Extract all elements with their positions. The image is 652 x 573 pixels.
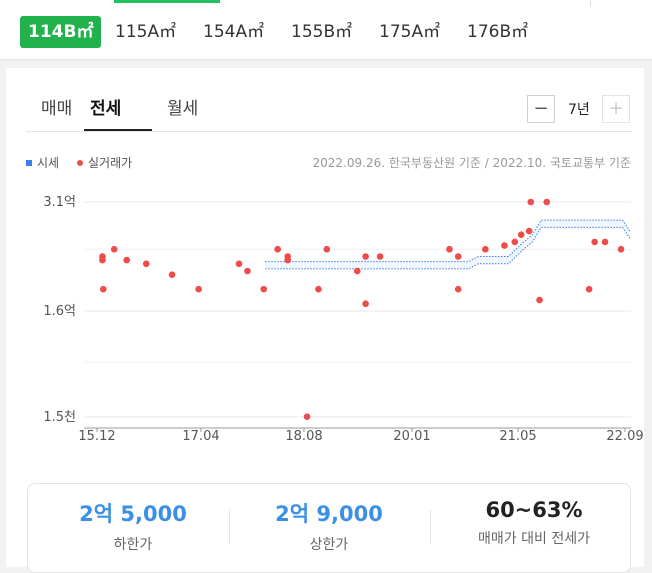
y-tick-label: 3.1억 [43, 195, 76, 210]
trade-point [591, 238, 598, 246]
trade-point [446, 245, 453, 253]
tab-sale[interactable]: 매매 [41, 99, 73, 119]
trade-point [454, 253, 462, 260]
summary-upper-value: 2억 9,000 [275, 502, 383, 526]
trade-point [454, 285, 462, 293]
minus-icon: − [533, 98, 549, 119]
summary-divider [430, 510, 431, 544]
market-price-band [265, 220, 630, 269]
top-separator [590, 0, 591, 6]
legend-market-price-label: 시세 [37, 156, 60, 170]
trade-point [482, 245, 489, 253]
area-tab-114b[interactable]: 114B㎡ [20, 16, 102, 48]
trade-point [601, 238, 609, 246]
area-tab-154a[interactable]: 154A㎡ [203, 22, 265, 42]
trade-point [617, 245, 625, 253]
trade-point [323, 245, 331, 253]
tab-monthly-rent[interactable]: 월세 [167, 99, 199, 119]
trade-point [260, 285, 268, 293]
period-label: 7년 [568, 102, 590, 118]
trade-point [244, 267, 251, 275]
trade-point [303, 413, 311, 420]
source-note: 2022.09.26. 한국부동산원 기준 / 2022.10. 국토교통부 기… [312, 156, 632, 170]
summary-lower: 2억 5,000 하한가 [58, 498, 208, 554]
area-tab-155b[interactable]: 155B㎡ [291, 22, 353, 42]
trade-point [315, 285, 322, 293]
trade-point [110, 245, 118, 253]
area-tab-175a[interactable]: 175A㎡ [379, 22, 441, 42]
area-tab-176b[interactable]: 176B㎡ [467, 22, 529, 42]
summary-divider [229, 510, 230, 544]
area-tab-bar: 114B㎡ 115A㎡ 154A㎡ 155B㎡ 175A㎡ 176B㎡ [0, 0, 652, 60]
x-tick-label: 17.04 [182, 429, 219, 444]
trade-point [501, 242, 508, 249]
x-tick-label: 15.12 [78, 429, 115, 444]
dot-icon [77, 159, 83, 166]
summary-upper-label: 상한가 [309, 537, 349, 553]
legend-actual-trade: 실거래가 [77, 154, 132, 171]
trade-point [274, 245, 281, 253]
tab-jeonse[interactable]: 전세 [90, 99, 122, 119]
market-price-lower-line [265, 226, 631, 270]
summary-ratio-label: 매매가 대비 전세가 [478, 531, 590, 547]
area-tab-115a[interactable]: 115A㎡ [115, 22, 177, 42]
price-summary: 2억 5,000 하한가 2억 9,000 상한가 60~63% 매매가 대비 … [27, 483, 631, 573]
x-tick-label: 22.09 [606, 429, 643, 444]
summary-ratio-value: 60~63% [485, 498, 583, 522]
trade-point [284, 256, 292, 264]
period-decrease-button[interactable]: − [527, 95, 555, 123]
summary-lower-value: 2억 5,000 [79, 502, 187, 526]
trade-point [525, 227, 533, 235]
active-tab-underline [84, 129, 152, 131]
period-increase-button[interactable]: + [602, 95, 630, 123]
trade-point [123, 256, 131, 264]
legend-market-price: 시세 [26, 154, 59, 171]
legend-actual-trade-label: 실거래가 [88, 156, 133, 170]
x-tick-label: 21.05 [499, 429, 536, 444]
x-tick-label: 18.08 [285, 429, 322, 444]
trade-point [585, 285, 593, 293]
trade-point [376, 253, 384, 260]
trade-point [353, 267, 361, 275]
trade-point [99, 253, 106, 260]
trade-point [99, 285, 107, 293]
summary-upper: 2억 9,000 상한가 [254, 498, 404, 554]
summary-lower-label: 하한가 [113, 537, 153, 553]
y-tick-label: 1.5천 [43, 410, 76, 425]
trade-point [168, 271, 176, 278]
tab-divider [26, 131, 632, 132]
trade-point [511, 238, 519, 246]
trade-point [195, 285, 202, 293]
trade-point [362, 253, 369, 260]
market-price-upper-line [265, 219, 631, 263]
square-icon [26, 159, 32, 166]
trade-point [527, 198, 535, 206]
x-tick-label: 20.01 [393, 429, 430, 444]
summary-ratio: 60~63% 매매가 대비 전세가 [452, 498, 616, 548]
trade-point [235, 260, 243, 268]
trade-point [362, 300, 369, 308]
trade-point [142, 260, 150, 268]
trade-point [536, 296, 543, 304]
y-tick-label: 1.6억 [43, 304, 76, 319]
trade-point [543, 198, 551, 206]
plus-icon: + [608, 98, 624, 119]
top-accent-bar [114, 0, 220, 3]
price-chart-panel: 매매 전세 월세 − 7년 + 시세 실거래가 2022.09.26. 한국부동… [6, 68, 644, 573]
trade-point [517, 231, 525, 238]
